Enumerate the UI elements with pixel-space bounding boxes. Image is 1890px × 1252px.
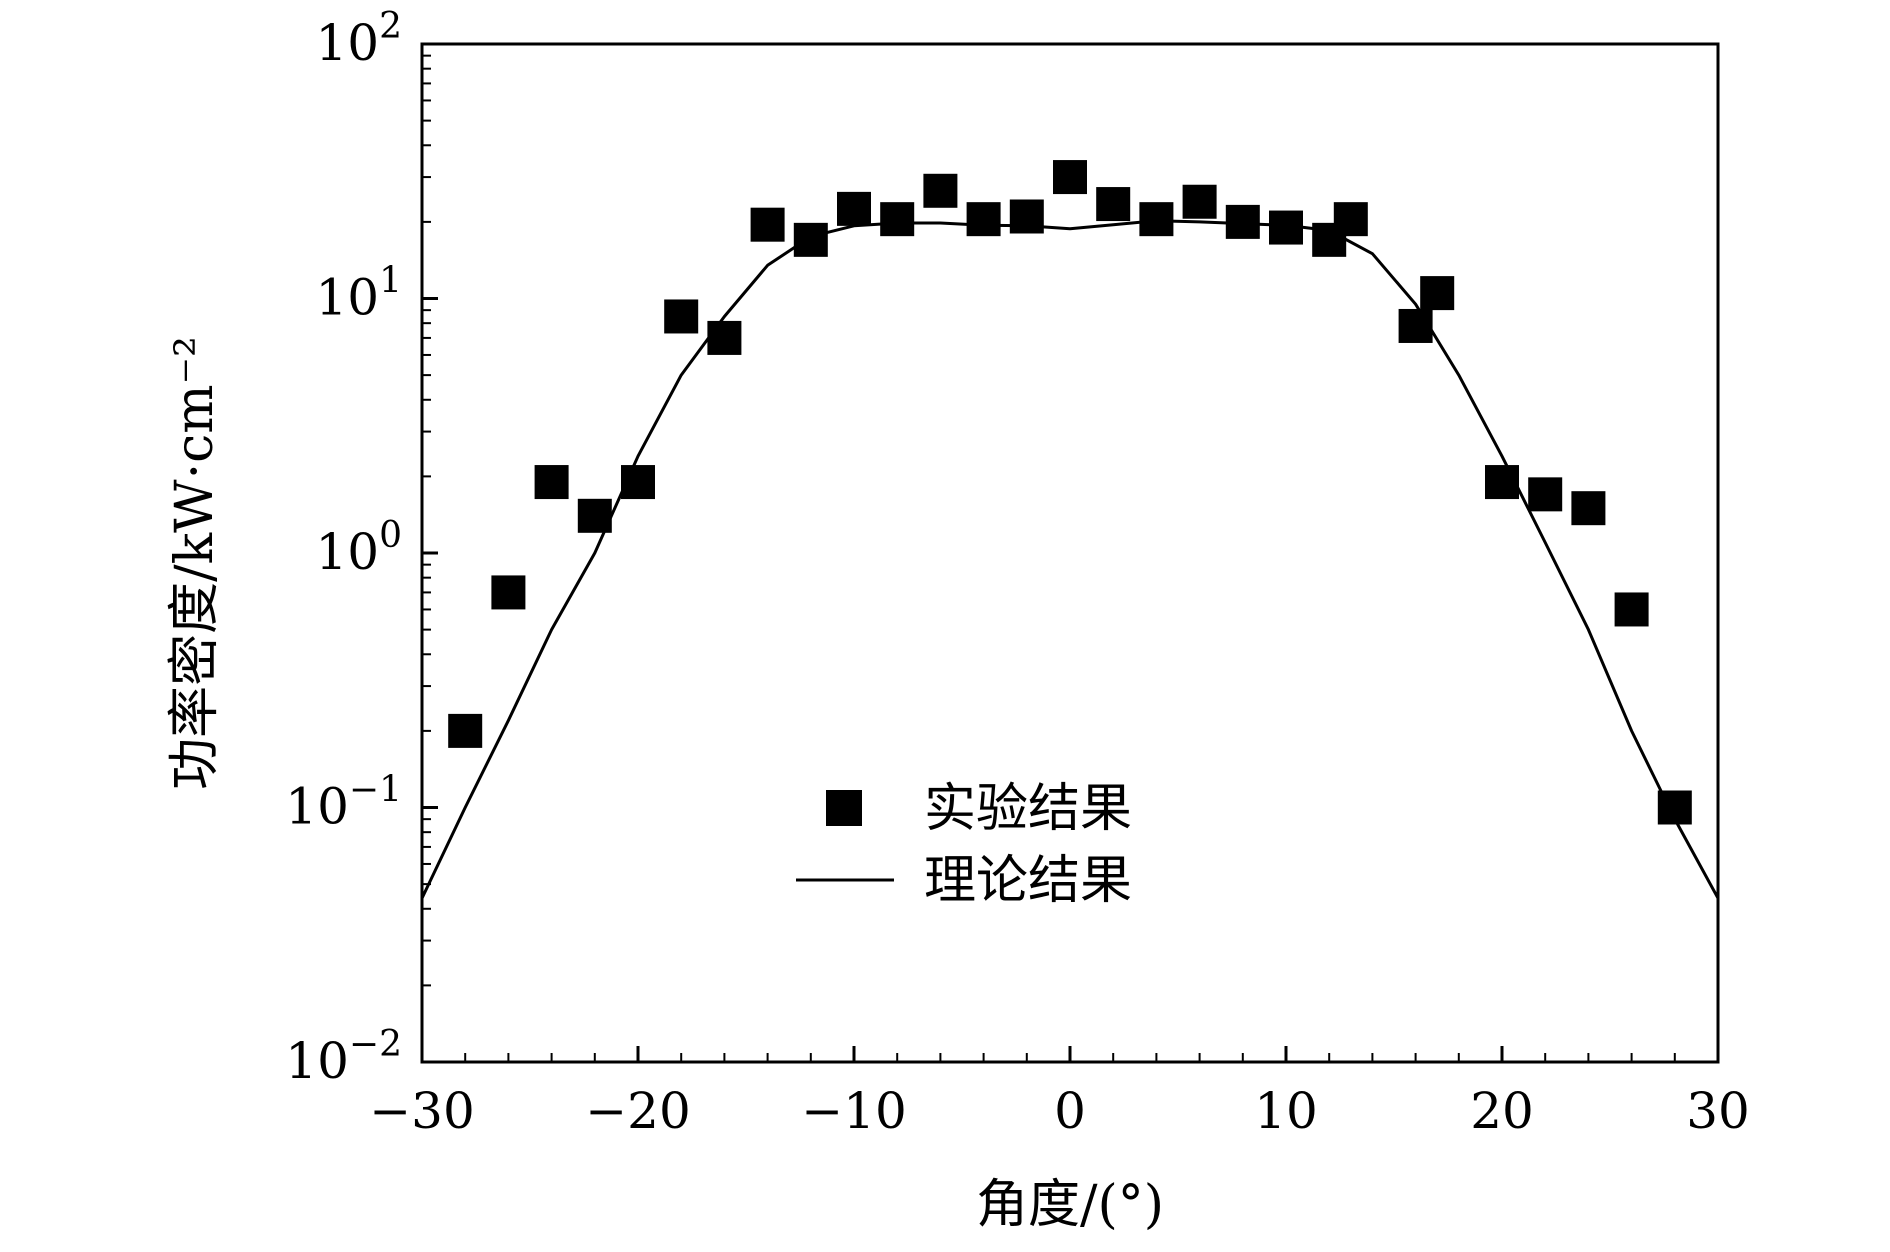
legend-marker-square bbox=[826, 790, 862, 826]
y-tick-label: 100 bbox=[315, 515, 402, 581]
data-point-square bbox=[534, 465, 569, 500]
y-tick-label: 10−1 bbox=[285, 770, 402, 836]
data-point-square bbox=[1096, 187, 1131, 222]
data-point-square bbox=[1269, 210, 1303, 245]
plot-frame bbox=[420, 42, 1720, 1064]
x-tick-label: −30 bbox=[369, 1082, 475, 1140]
data-point-square bbox=[880, 202, 915, 237]
x-tick-label: 30 bbox=[1686, 1082, 1750, 1140]
x-tick-label: 20 bbox=[1470, 1082, 1534, 1140]
y-tick-label: 102 bbox=[315, 6, 402, 72]
legend-label-experiment: 实验结果 bbox=[924, 779, 1132, 839]
data-point-square bbox=[1420, 276, 1455, 311]
data-point-square bbox=[1485, 465, 1519, 500]
data-point-square bbox=[1139, 202, 1174, 237]
data-point-square bbox=[448, 713, 483, 748]
x-tick-label: 0 bbox=[1054, 1082, 1086, 1140]
x-tick-label: 10 bbox=[1254, 1082, 1318, 1140]
y-tick-label: 101 bbox=[315, 261, 402, 327]
data-point-square bbox=[1053, 160, 1087, 195]
data-point-square bbox=[491, 575, 526, 610]
theory-line bbox=[420, 219, 1720, 899]
data-point-square bbox=[621, 465, 655, 500]
legend-label-theory: 理论结果 bbox=[924, 851, 1132, 911]
data-point-square bbox=[664, 299, 699, 334]
y-axis-title: 功率密度/kW·cm⁻² bbox=[165, 336, 225, 790]
data-point-square bbox=[707, 320, 742, 355]
data-point-square bbox=[1182, 184, 1217, 219]
series-layer bbox=[420, 160, 1720, 899]
data-point-square bbox=[966, 202, 1001, 237]
data-point-square bbox=[1528, 477, 1563, 512]
data-point-square bbox=[793, 222, 828, 257]
legend: 实验结果 理论结果 bbox=[796, 779, 1132, 911]
data-point-square bbox=[1657, 790, 1692, 825]
x-tick-labels: −30 −20 −10 0 10 20 30 bbox=[369, 1082, 1750, 1140]
data-point-square bbox=[1225, 204, 1260, 239]
x-tick-label: −20 bbox=[585, 1082, 691, 1140]
data-point-square bbox=[1614, 592, 1649, 627]
x-axis-title: 角度/(°) bbox=[976, 1175, 1164, 1235]
data-point-square bbox=[750, 207, 785, 242]
data-point-square bbox=[1398, 308, 1433, 343]
data-point-square bbox=[923, 173, 958, 208]
data-point-square bbox=[1333, 202, 1368, 237]
data-point-square bbox=[577, 498, 612, 533]
x-tick-label: −10 bbox=[801, 1082, 907, 1140]
y-tick-labels: 102 101 100 10−1 10−2 bbox=[285, 6, 402, 1090]
data-point-square bbox=[1009, 199, 1044, 234]
y-tick-label: 10−2 bbox=[285, 1024, 402, 1090]
data-point-square bbox=[837, 191, 871, 226]
data-point-square bbox=[1571, 491, 1606, 526]
